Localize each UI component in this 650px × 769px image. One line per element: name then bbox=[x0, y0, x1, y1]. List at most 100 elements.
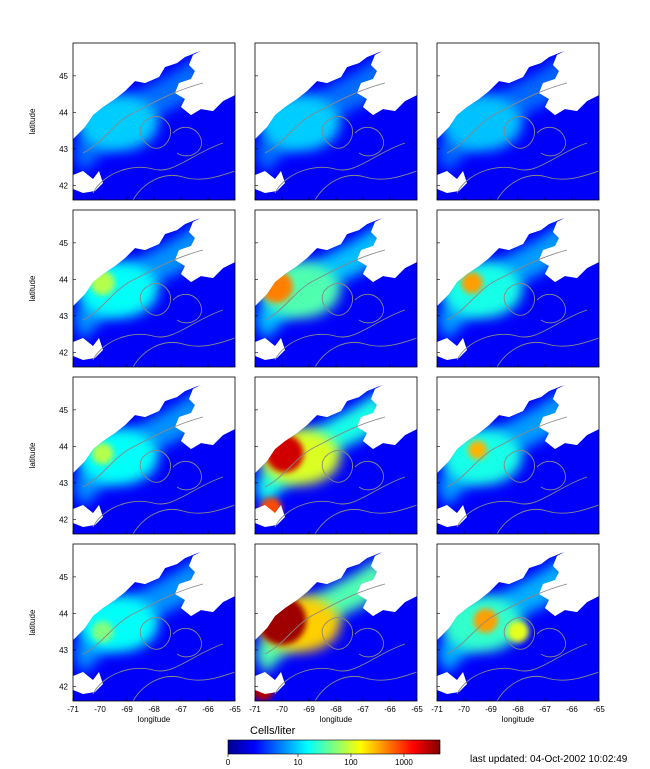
land-mass bbox=[255, 505, 285, 527]
x-tick-label: -71 bbox=[67, 705, 79, 714]
land-mass bbox=[73, 338, 103, 360]
bathymetry-contour bbox=[82, 583, 204, 655]
bathymetry-contour bbox=[321, 116, 353, 149]
bathymetry-contour bbox=[503, 283, 535, 316]
x-tick-label: -66 bbox=[566, 705, 578, 714]
bathymetry-contour bbox=[172, 627, 203, 658]
bathymetry-contour bbox=[314, 504, 418, 535]
land-mass bbox=[73, 43, 201, 139]
x-tick-label: -66 bbox=[384, 705, 396, 714]
x-tick-label: -71 bbox=[249, 705, 261, 714]
y-tick-label: 43 bbox=[59, 646, 68, 655]
bloom-hotspot bbox=[91, 620, 114, 643]
x-tick-label: -68 bbox=[330, 705, 342, 714]
land-mass bbox=[175, 377, 235, 449]
bathymetry-contour bbox=[82, 249, 204, 321]
map-panel-r3-c3 bbox=[436, 376, 600, 535]
bathymetry-contour bbox=[456, 476, 588, 528]
bathymetry-contour bbox=[503, 116, 535, 149]
bathymetry-contour bbox=[456, 643, 588, 695]
x-axis-label: longitude bbox=[502, 715, 535, 724]
bathymetry-contour bbox=[172, 126, 203, 157]
bathymetry-contour bbox=[132, 170, 236, 201]
y-tick-label: 44 bbox=[59, 275, 68, 284]
y-axis-label: latitude bbox=[28, 442, 37, 468]
bathymetry-contour bbox=[446, 416, 568, 488]
land-mass bbox=[73, 672, 103, 694]
land-mass bbox=[255, 672, 285, 694]
bathymetry-contour bbox=[321, 283, 353, 316]
bathymetry-contour bbox=[503, 617, 535, 650]
land-mass bbox=[437, 377, 565, 473]
bathymetry-contour bbox=[536, 460, 567, 491]
land-mass bbox=[255, 377, 383, 473]
map-panel-r1-c3 bbox=[436, 42, 600, 201]
land-mass bbox=[73, 171, 103, 193]
y-tick-label: 44 bbox=[59, 442, 68, 451]
bloom-hotspot bbox=[91, 442, 114, 465]
bathymetry-contour bbox=[354, 293, 385, 324]
bloom-hotspot bbox=[507, 620, 529, 643]
bathymetry-contour bbox=[92, 142, 224, 194]
land-mass bbox=[437, 210, 565, 306]
land-mass bbox=[175, 210, 235, 282]
bathymetry-contour bbox=[264, 416, 386, 488]
map-panel-r4-c3: -71 -70 -69 -68 -67 -66 -65 longitude bbox=[431, 543, 605, 724]
bathymetry-contour bbox=[264, 82, 386, 154]
bathymetry-contour bbox=[172, 293, 203, 324]
last-updated-text: last updated: 04-Oct-2002 10:02:49 bbox=[470, 754, 628, 765]
colorbar-gradient bbox=[227, 739, 441, 755]
y-tick-label: 45 bbox=[59, 406, 68, 415]
bathymetry-contour bbox=[354, 627, 385, 658]
colorbar-tick-label: 0 bbox=[226, 758, 231, 767]
colorbar-title: Cells/liter bbox=[250, 725, 296, 737]
y-axis-label: latitude bbox=[28, 108, 37, 134]
x-tick-label: -69 bbox=[485, 705, 497, 714]
x-axis-label: longitude bbox=[138, 715, 171, 724]
map-panel-r1-c1: 42 43 44 45 latitude bbox=[28, 42, 236, 201]
panel-grid: 42 43 44 45 latitude 42 43 44 45 latitude 42 43 44 45… bbox=[28, 42, 605, 724]
bathymetry-contour bbox=[82, 416, 204, 488]
bathymetry-contour bbox=[503, 450, 535, 483]
map-panel-r4-c1: 42 43 44 45 -71 -70 -69 -68 -67 -66 -65 latitude lon… bbox=[28, 543, 241, 724]
y-tick-label: 42 bbox=[59, 515, 68, 524]
y-tick-label: 43 bbox=[59, 479, 68, 488]
land-mass bbox=[437, 505, 467, 527]
bathymetry-contour bbox=[139, 283, 171, 316]
y-tick-label: 42 bbox=[59, 682, 68, 691]
x-tick-label: -65 bbox=[593, 705, 605, 714]
bathymetry-contour bbox=[314, 671, 418, 702]
land-mass bbox=[255, 338, 285, 360]
bathymetry-contour bbox=[536, 126, 567, 157]
bathymetry-contour bbox=[132, 504, 236, 535]
bathymetry-contour bbox=[496, 504, 600, 535]
land-mass bbox=[539, 544, 599, 616]
land-mass bbox=[539, 210, 599, 282]
bathymetry-contour bbox=[274, 476, 406, 528]
x-tick-label: -65 bbox=[411, 705, 423, 714]
land-mass bbox=[357, 377, 417, 449]
x-tick-label: -68 bbox=[148, 705, 160, 714]
y-tick-label: 43 bbox=[59, 312, 68, 321]
x-tick-label: -69 bbox=[303, 705, 315, 714]
land-mass bbox=[73, 210, 201, 306]
colorbar-tick-label: 1000 bbox=[395, 758, 413, 767]
bathymetry-contour bbox=[274, 142, 406, 194]
colorbar-tick-label: 100 bbox=[344, 758, 358, 767]
land-mass bbox=[73, 505, 103, 527]
colorbar-tick-label: 10 bbox=[294, 758, 303, 767]
land-mass bbox=[437, 171, 467, 193]
y-axis-label: latitude bbox=[28, 609, 37, 635]
bathymetry-contour bbox=[92, 309, 224, 361]
land-mass bbox=[357, 210, 417, 282]
bathymetry-contour bbox=[456, 142, 588, 194]
bathymetry-contour bbox=[172, 460, 203, 491]
map-panel-r2-c3 bbox=[436, 209, 600, 368]
land-mass bbox=[437, 338, 467, 360]
land-mass bbox=[539, 43, 599, 115]
x-tick-label: -71 bbox=[431, 705, 443, 714]
land-mass bbox=[73, 377, 201, 473]
y-tick-label: 43 bbox=[59, 145, 68, 154]
land-mass bbox=[255, 171, 285, 193]
colorbar: Cells/liter 0 10 100 1000 bbox=[226, 725, 441, 767]
